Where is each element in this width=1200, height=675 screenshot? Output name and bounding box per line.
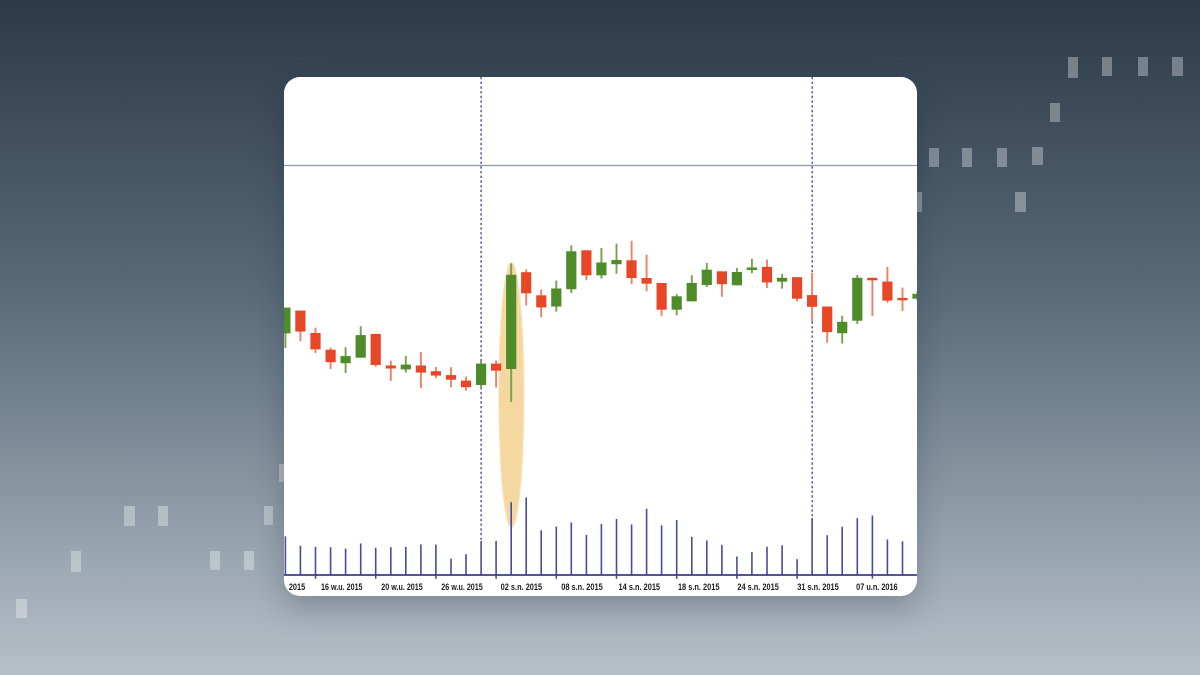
svg-text:24 s.n. 2015: 24 s.n. 2015 [737, 582, 779, 592]
svg-text:08 s.n. 2015: 08 s.n. 2015 [561, 582, 603, 592]
svg-text:14 s.n. 2015: 14 s.n. 2015 [619, 582, 661, 592]
svg-text:20 w.u. 2015: 20 w.u. 2015 [381, 582, 423, 592]
svg-text:02 s.n. 2015: 02 s.n. 2015 [501, 582, 543, 592]
svg-text:16 w.u. 2015: 16 w.u. 2015 [321, 582, 363, 592]
svg-text:31 s.n. 2015: 31 s.n. 2015 [797, 582, 839, 592]
svg-text:07 u.n. 2016: 07 u.n. 2016 [856, 582, 898, 592]
svg-text:18 s.n. 2015: 18 s.n. 2015 [678, 582, 720, 592]
svg-text:26 w.u. 2015: 26 w.u. 2015 [441, 582, 483, 592]
svg-text:2015: 2015 [289, 582, 305, 592]
